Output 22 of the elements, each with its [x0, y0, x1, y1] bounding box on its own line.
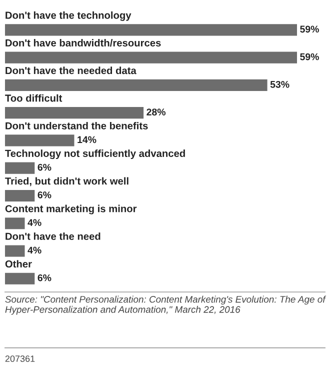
data-label: 53% — [270, 80, 290, 88]
data-label: 4% — [28, 219, 42, 226]
y-tick-label: Tried, but didn't work well — [5, 177, 128, 186]
y-tick-label: Content marketing is minor — [5, 204, 137, 214]
data-label: 14% — [78, 136, 96, 144]
y-tick-label: Don't have the technology — [6, 11, 132, 21]
y-tick-label: Don't have the need — [6, 232, 100, 240]
y-tick-label: Don't understand the benefits — [6, 122, 148, 130]
text: 207361 — [5, 356, 35, 362]
y-tick-label: Other — [5, 260, 32, 268]
data-label: 59% — [300, 26, 319, 33]
data-label: 4% — [28, 246, 42, 254]
y-tick-label: Too difficult — [5, 94, 62, 102]
source-note: Source: "Content Personalization: Content Marketing's Evolution: The Age of Hyper-Personalization and Automation," March 22, 2016 — [5, 296, 326, 315]
data-label: 6% — [38, 274, 52, 282]
data-label: 6% — [38, 191, 52, 198]
y-tick-label: Don't have the needed data — [6, 66, 136, 74]
y-tick-label: Technology not sufficiently advanced — [5, 150, 185, 160]
data-label: 6% — [38, 164, 52, 171]
y-tick-label: Don't have bandwidth/resources — [6, 39, 161, 47]
data-label: 59% — [300, 53, 319, 60]
data-label: 28% — [146, 108, 166, 116]
